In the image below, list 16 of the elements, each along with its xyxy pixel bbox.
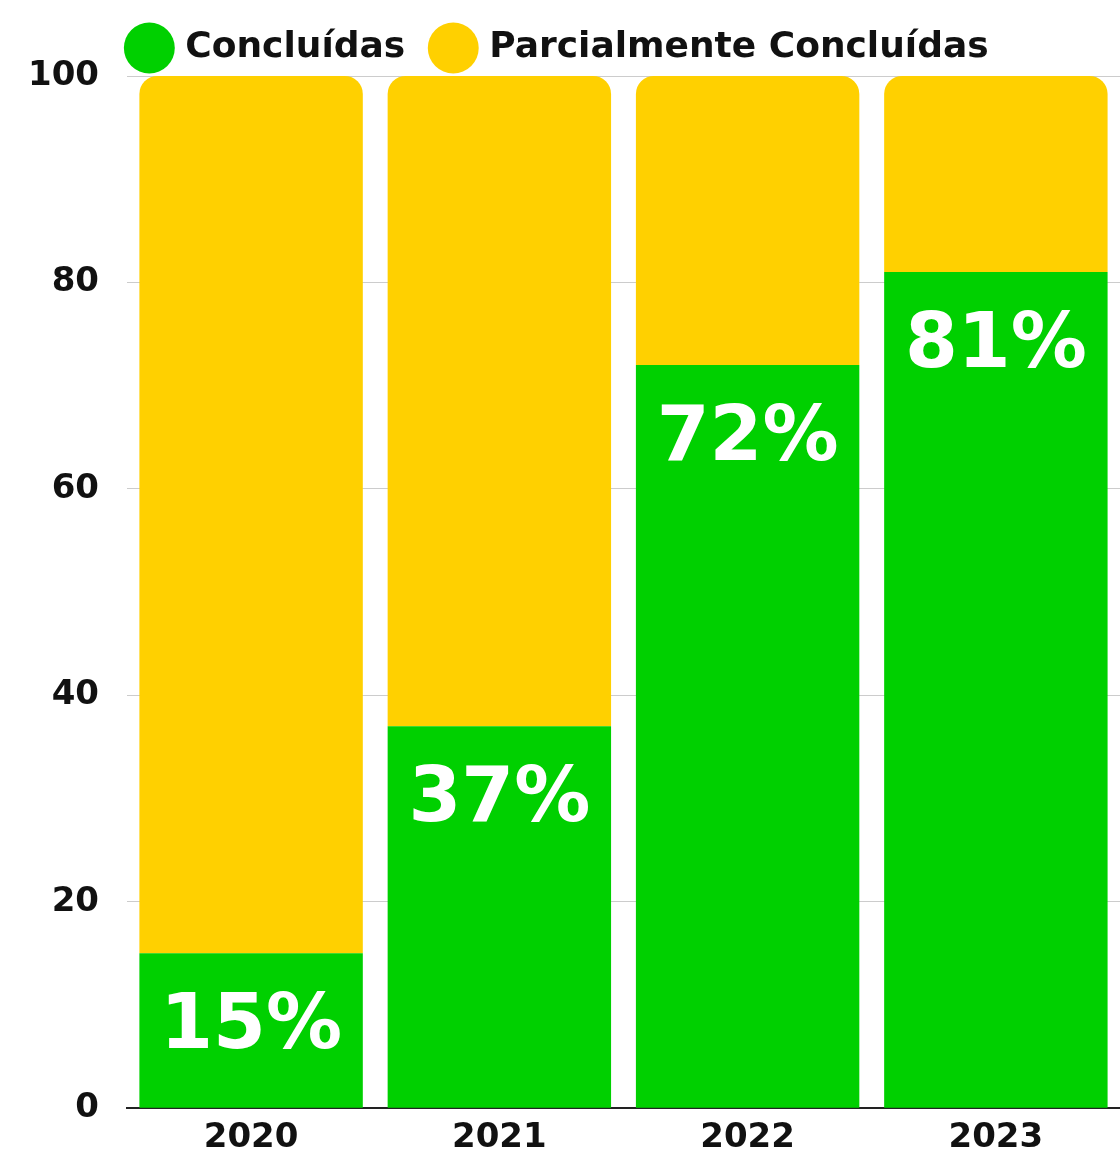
y-tick-label: 80 xyxy=(51,259,99,300)
data-label: 72% xyxy=(656,388,839,478)
y-tick-label: 100 xyxy=(27,52,99,93)
legend-label: Parcialmente Concluídas xyxy=(489,24,989,66)
data-label: 15% xyxy=(160,977,343,1067)
data-label: 37% xyxy=(408,750,591,840)
x-tick-label: 2023 xyxy=(948,1115,1044,1156)
x-tick-label: 2020 xyxy=(203,1115,299,1156)
y-tick-label: 0 xyxy=(75,1085,99,1126)
y-tick-label: 60 xyxy=(51,465,99,506)
x-tick-label: 2022 xyxy=(700,1115,795,1156)
x-tick-label: 2021 xyxy=(452,1115,547,1156)
y-tick-label: 20 xyxy=(51,878,99,919)
y-tick-label: 40 xyxy=(51,672,99,713)
legend-label: Concluídas xyxy=(185,24,406,66)
data-label: 81% xyxy=(904,295,1087,385)
